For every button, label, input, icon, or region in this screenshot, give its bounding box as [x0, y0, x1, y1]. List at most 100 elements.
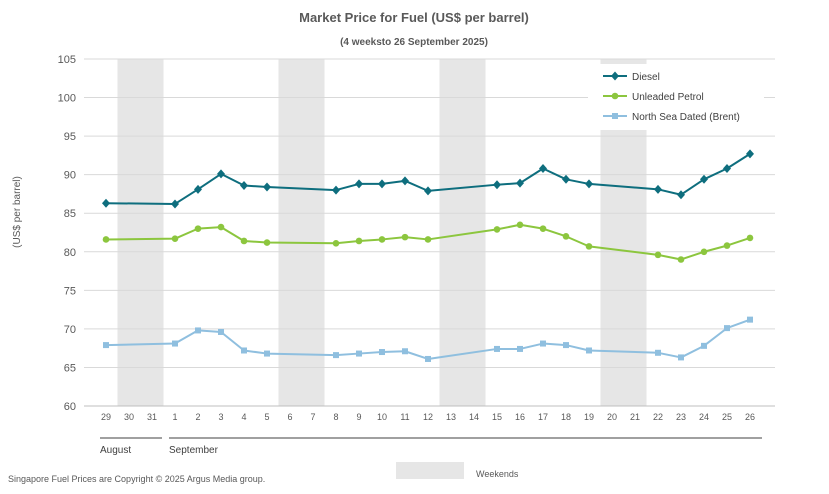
series-lines — [102, 149, 754, 362]
data-point — [172, 340, 178, 347]
data-point — [747, 316, 753, 323]
data-point — [493, 226, 501, 233]
data-point — [171, 199, 179, 209]
data-point — [678, 354, 684, 361]
x-tick-label: 22 — [653, 412, 663, 422]
weekends-label: Weekends — [476, 469, 519, 479]
data-point — [585, 243, 593, 250]
x-tick-label: 1 — [172, 412, 177, 422]
weekends-swatch — [396, 462, 464, 479]
gridlines — [84, 58, 775, 407]
chart-title: Market Price for Fuel (US$ per barrel) — [299, 10, 529, 25]
x-tick-label: 5 — [264, 412, 269, 422]
data-point — [424, 236, 432, 243]
data-point — [494, 345, 500, 352]
x-tick-label: 17 — [538, 412, 548, 422]
data-point — [746, 234, 754, 242]
data-point — [263, 239, 271, 246]
weekend-band — [117, 59, 164, 406]
data-point — [103, 342, 109, 349]
data-point — [241, 347, 247, 354]
series-north-sea-dated-brent — [103, 316, 753, 362]
data-point — [517, 345, 523, 352]
x-tick-label: 6 — [287, 412, 292, 422]
data-point — [379, 349, 385, 356]
x-tick-label: 11 — [400, 412, 409, 422]
x-tick-label: 25 — [722, 412, 732, 422]
month-label: August — [100, 445, 131, 456]
x-tick-label: 4 — [241, 412, 246, 422]
data-point — [723, 163, 731, 173]
data-point — [586, 347, 592, 354]
data-point — [723, 242, 731, 249]
data-point — [194, 225, 202, 232]
data-point — [585, 179, 593, 189]
legend-label: North Sea Dated (Brent) — [632, 112, 740, 123]
data-point — [516, 178, 524, 188]
data-point — [194, 184, 202, 194]
y-tick-label: 65 — [64, 362, 76, 374]
x-tick-label: 29 — [101, 412, 111, 422]
data-point — [677, 190, 685, 200]
x-tick-label: 15 — [492, 412, 502, 422]
data-point — [218, 328, 224, 335]
x-tick-label: 23 — [676, 412, 686, 422]
data-point — [263, 182, 271, 192]
legend-label: Diesel — [632, 72, 660, 83]
legend: Diesel Unleaded Petrol North Sea Dated (Br… — [588, 64, 764, 130]
data-point — [401, 233, 409, 241]
x-tick-label: 13 — [446, 412, 456, 422]
data-point — [424, 186, 432, 196]
data-point — [677, 256, 685, 263]
data-point — [700, 174, 708, 184]
data-point — [217, 169, 225, 179]
data-point — [102, 198, 110, 208]
y-axis-label: (US$ per barrel) — [12, 176, 23, 248]
data-point — [195, 327, 201, 334]
x-tick-label: 18 — [561, 412, 571, 422]
data-point — [700, 248, 708, 256]
x-tick-label: 7 — [310, 412, 315, 422]
x-tick-label: 20 — [607, 412, 617, 422]
data-point — [332, 239, 340, 247]
legend-swatch-marker — [612, 113, 618, 119]
data-point — [355, 237, 363, 245]
data-point — [746, 149, 754, 159]
data-point — [356, 350, 362, 357]
x-tick-label: 3 — [218, 412, 223, 422]
y-tick-label: 85 — [64, 208, 76, 220]
data-point — [516, 221, 524, 229]
x-tick-label: 21 — [630, 412, 640, 422]
legend-swatch-marker — [611, 71, 619, 81]
y-tick-label: 70 — [64, 324, 76, 336]
y-tick-label: 60 — [64, 401, 76, 413]
x-tick-label: 19 — [584, 412, 594, 422]
series-unleaded-petrol — [102, 221, 754, 263]
data-point — [240, 180, 248, 190]
x-tick-label: 26 — [745, 412, 755, 422]
data-point — [540, 340, 546, 347]
legend-label: Unleaded Petrol — [632, 92, 704, 103]
data-point — [240, 237, 248, 245]
x-tick-label: 14 — [469, 412, 479, 422]
x-tick-label: 2 — [195, 412, 200, 422]
data-point — [332, 185, 340, 195]
data-point — [378, 236, 386, 243]
data-point — [102, 236, 110, 243]
data-point — [724, 325, 730, 332]
series-line — [105, 318, 751, 360]
data-point — [701, 342, 707, 349]
x-tick-label: 9 — [356, 412, 361, 422]
data-point — [539, 225, 547, 232]
data-point — [333, 352, 339, 359]
data-point — [562, 233, 570, 240]
y-tick-label: 95 — [64, 131, 76, 143]
data-point — [425, 355, 431, 362]
data-point — [171, 235, 179, 242]
data-point — [493, 180, 501, 190]
copyright-text: Singapore Fuel Prices are Copyright © 20… — [8, 474, 265, 484]
x-tick-label: 31 — [147, 412, 157, 422]
data-point — [655, 349, 661, 356]
y-tick-label: 105 — [58, 54, 76, 66]
